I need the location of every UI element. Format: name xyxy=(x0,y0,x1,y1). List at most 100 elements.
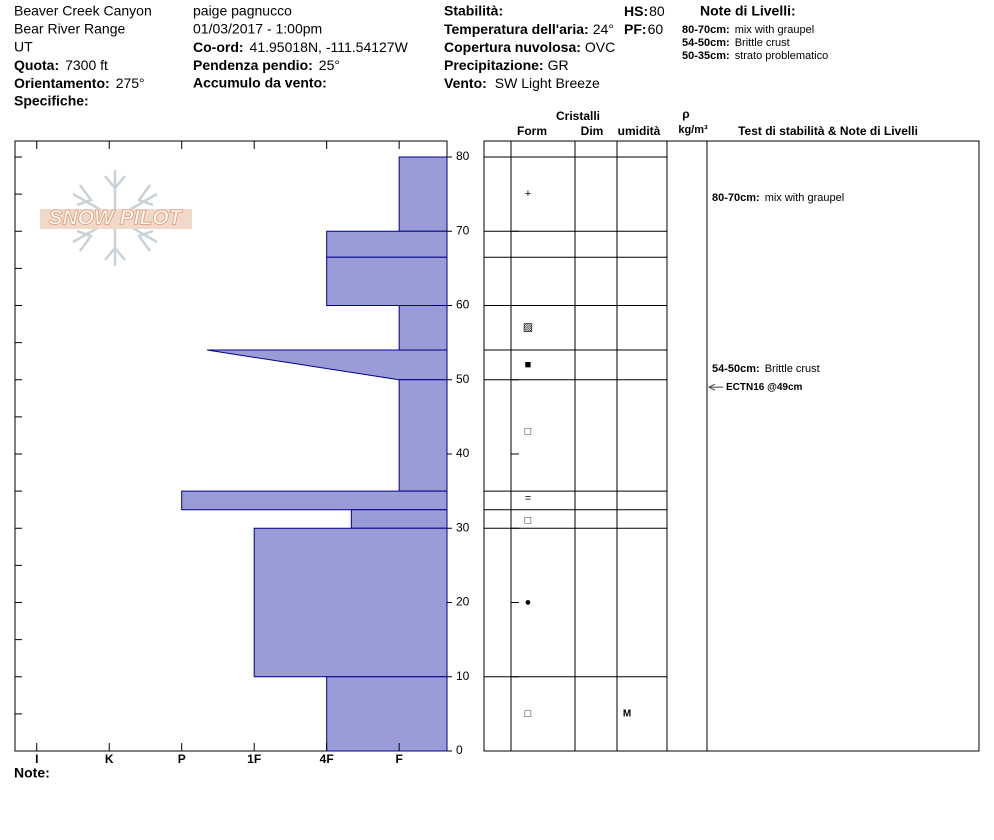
hardness-layer xyxy=(253,527,448,678)
site-line: UT xyxy=(14,39,33,55)
y-tick-label: 50 xyxy=(456,372,470,386)
test-arrowhead xyxy=(707,383,716,391)
field-label: Quota: xyxy=(14,57,59,73)
note-range: 80-70cm: xyxy=(712,192,760,204)
column-header: Form xyxy=(517,124,547,138)
field: HS:80 xyxy=(624,3,665,19)
hardness-layer xyxy=(326,230,448,258)
field: Quota: 7300 ft xyxy=(14,57,108,73)
grain-form: □ xyxy=(525,515,532,527)
field-label: Temperatura dell'aria: xyxy=(444,21,589,37)
field-value: 24° xyxy=(593,21,614,37)
grain-form: □ xyxy=(525,708,532,720)
hardness-layer xyxy=(398,156,448,232)
moisture: M xyxy=(623,709,631,720)
note-text: Brittle crust xyxy=(735,37,790,49)
field: Pendenza pendio: 25° xyxy=(193,57,340,73)
field-value: 41.95018N, -111.54127W xyxy=(250,39,409,55)
x-tick-label: K xyxy=(105,752,114,766)
field-value: OVC xyxy=(585,39,615,55)
field-value: GR xyxy=(548,57,569,73)
watermark-text: SNOW PILOT xyxy=(49,207,184,230)
note-range: 54-50cm: xyxy=(712,363,760,375)
column-header: Cristalli xyxy=(556,109,600,123)
grain-form: ▨ xyxy=(523,322,533,334)
y-tick-label: 60 xyxy=(456,298,470,312)
field-label: Vento: xyxy=(444,75,487,91)
note-range: 54-50cm: xyxy=(682,37,730,49)
hardness-layer xyxy=(398,379,448,492)
field-label: Specifiche: xyxy=(14,93,89,109)
field-value: 60 xyxy=(648,21,664,37)
field-label: Orientamento: xyxy=(14,75,110,91)
note-text: Brittle crust xyxy=(765,363,820,375)
field: Precipitazione: GR xyxy=(444,57,569,73)
column-header: Dim xyxy=(581,124,604,138)
grain-form: = xyxy=(525,492,531,504)
field: Temperatura dell'aria: 24° xyxy=(444,21,614,37)
y-tick-label: 20 xyxy=(456,595,470,609)
note-text: mix with graupel xyxy=(765,192,844,204)
grain-form: + xyxy=(525,188,531,200)
site-line: Beaver Creek Canyon xyxy=(14,3,152,19)
table-frame xyxy=(483,140,980,752)
note-range: 80-70cm: xyxy=(682,24,730,36)
x-tick-label: 4F xyxy=(320,752,334,766)
observer: paige pagnucco xyxy=(193,3,292,19)
field-value: 7300 ft xyxy=(65,57,108,73)
x-tick-label: F xyxy=(395,752,402,766)
field: Orientamento: 275° xyxy=(14,75,145,91)
note-text: strato problematico xyxy=(735,50,829,62)
note-text: mix with graupel xyxy=(735,24,814,36)
field-label: HS: xyxy=(624,3,648,19)
test-label: ECTN16 @49cm xyxy=(726,382,803,393)
footer-label: Note: xyxy=(14,765,50,781)
note: 54-50cm: Brittle crust xyxy=(682,37,790,49)
column-header: ρ xyxy=(682,107,689,121)
hardness-layer xyxy=(326,256,448,306)
note-range: 50-35cm: xyxy=(682,50,730,62)
field: Vento: SW Light Breeze xyxy=(444,75,600,91)
note: 50-35cm: strato problematico xyxy=(682,50,828,62)
x-tick-label: P xyxy=(178,752,186,766)
note: 80-70cm: mix with graupel xyxy=(682,24,814,36)
grain-form: □ xyxy=(525,426,532,438)
hardness-layer xyxy=(207,349,448,381)
y-tick-label: 40 xyxy=(456,446,470,460)
field-label: PF: xyxy=(624,21,647,37)
field-label: Co-ord: xyxy=(193,39,244,55)
field-value: 275° xyxy=(116,75,145,91)
datetime: 01/03/2017 - 1:00pm xyxy=(193,21,322,37)
column-header: Test di stabilità & Note di Livelli xyxy=(738,124,918,138)
x-tick-label: 1F xyxy=(247,752,261,766)
field: Copertura nuvolosa: OVC xyxy=(444,39,615,55)
y-tick-label: 80 xyxy=(456,149,470,163)
chart-layer: 0 10 20 30 40 50 60 70 80 I K P 1F 4F F + ▨ ■ □ = □ ● □ M 80-70c… xyxy=(15,141,844,766)
column-header: umidità xyxy=(618,124,661,138)
field-label: Pendenza pendio: xyxy=(193,57,313,73)
field-value: 80 xyxy=(649,3,665,19)
hardness-layer xyxy=(326,676,448,752)
y-tick-label: 30 xyxy=(456,520,470,534)
field-label: Stabilità: xyxy=(444,3,503,19)
hardness-layer xyxy=(398,305,448,351)
hardness-layer xyxy=(181,490,448,511)
field-value: SW Light Breeze xyxy=(495,75,600,91)
grain-form: ● xyxy=(525,596,532,608)
y-tick-label: 0 xyxy=(456,743,463,757)
grain-form: ■ xyxy=(525,359,532,371)
field-label: Accumulo da vento: xyxy=(193,75,327,91)
field: PF:60 xyxy=(624,21,663,37)
x-tick-label: I xyxy=(35,752,38,766)
layer-note: 54-50cm: Brittle crust xyxy=(712,363,820,375)
column-header: kg/m³ xyxy=(678,124,708,136)
field: Co-ord: 41.95018N, -111.54127W xyxy=(193,39,409,55)
y-tick-label: 70 xyxy=(456,223,470,237)
field-label: Copertura nuvolosa: xyxy=(444,39,581,55)
notes-title: Note di Livelli: xyxy=(700,3,796,19)
site-line: Bear River Range xyxy=(14,21,125,37)
hardness-layer xyxy=(350,509,448,529)
y-tick-label: 10 xyxy=(456,669,470,683)
